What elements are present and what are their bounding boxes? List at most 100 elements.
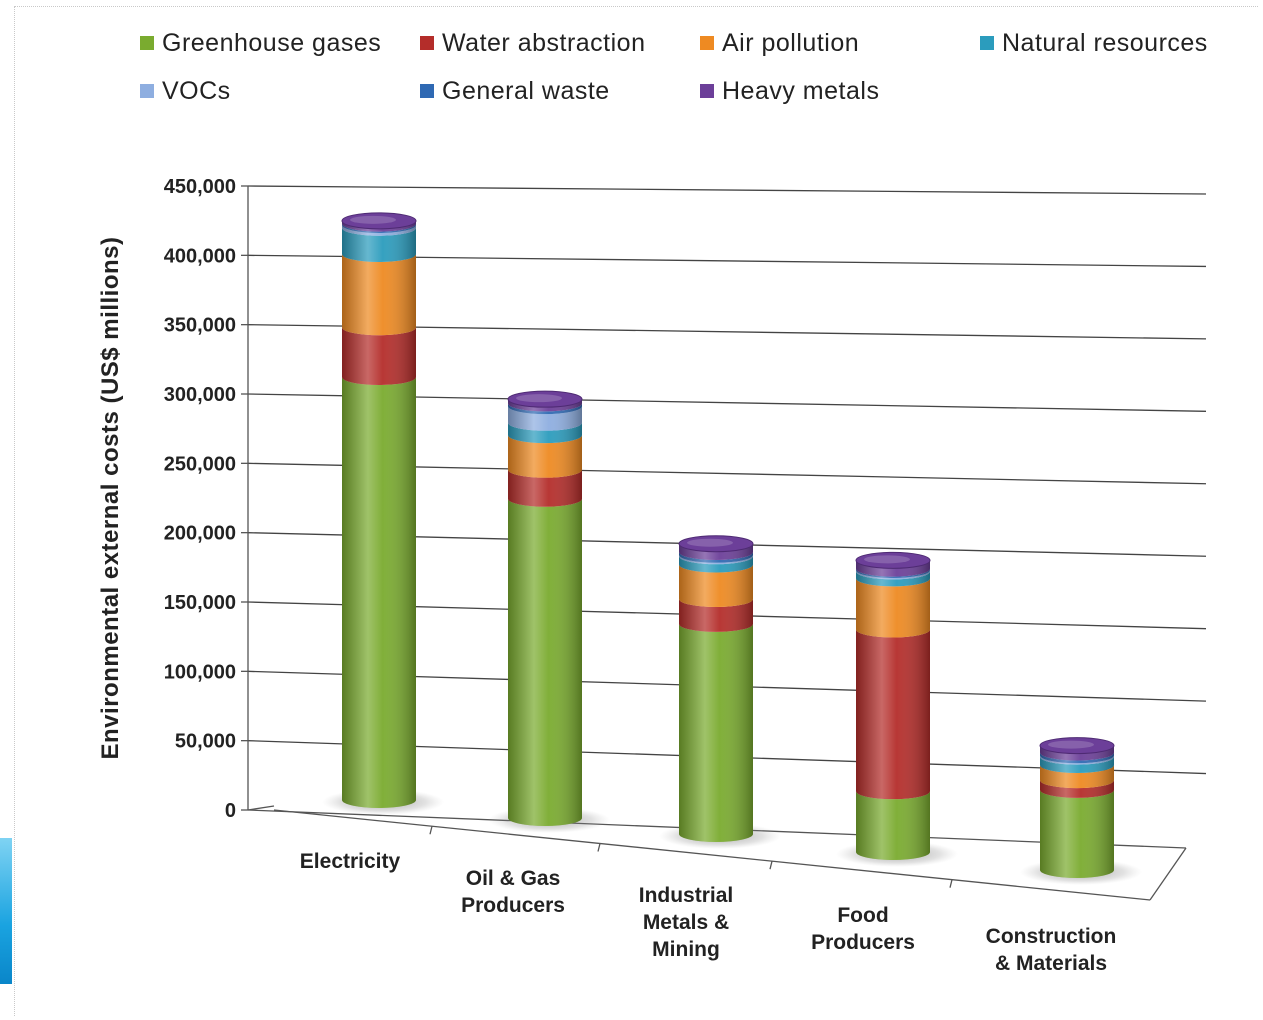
segment-shading <box>856 578 930 638</box>
bar-top-highlight <box>1048 740 1094 749</box>
legend-swatch <box>420 84 434 98</box>
segment-shading <box>1040 755 1114 765</box>
legend-label: Greenhouse gases <box>162 28 382 57</box>
x-tick-mark <box>769 861 773 870</box>
legend-item-greenhouse-gases: Greenhouse gases <box>140 26 420 60</box>
legend-swatch <box>420 36 434 50</box>
bar-top-highlight <box>864 555 910 564</box>
segment-shading <box>508 406 582 431</box>
x-category-label-line: Oil & Gas <box>466 867 561 890</box>
x-category-label: Construction & Materials <box>986 925 1117 975</box>
legend-swatch <box>140 36 154 50</box>
y-tick-label: 450,000 <box>164 176 236 198</box>
y-tick-label: 100,000 <box>164 661 236 683</box>
floor-right-edge <box>1149 847 1187 901</box>
segment-shading <box>679 552 753 563</box>
segment-shading <box>679 554 753 565</box>
bar-top-cap <box>1039 737 1115 755</box>
segment-shading <box>679 564 753 608</box>
x-category-label-line: Producers <box>461 894 565 917</box>
side-accent-bar <box>0 838 12 984</box>
segment-shading <box>342 254 416 336</box>
x-tick-mark <box>429 826 433 835</box>
legend-item-heavy-metals: Heavy metals <box>700 74 980 108</box>
x-category-label-line: Electricity <box>300 850 401 873</box>
x-category-labels: Electricity Oil & Gas Producers Industrial M… <box>300 850 1117 975</box>
legend-label: Heavy metals <box>722 76 880 105</box>
segment-shading <box>1040 756 1114 773</box>
segment-shading <box>1040 752 1114 764</box>
segment-shading <box>856 791 930 860</box>
bar-industrial-metals-mining <box>659 535 781 849</box>
legend-swatch <box>700 84 714 98</box>
legend-swatch <box>700 36 714 50</box>
y-tick-label: 150,000 <box>164 592 236 614</box>
x-tick-mark <box>949 879 953 888</box>
segment-shading <box>1040 789 1114 878</box>
bars <box>322 212 1142 885</box>
y-tick-label: 400,000 <box>164 245 236 267</box>
segment-shading <box>342 220 416 232</box>
x-tick-mark <box>597 843 601 852</box>
legend-item-natural-resources: Natural resources <box>980 26 1250 60</box>
chart-legend: Greenhouse gases Water abstraction Air pol… <box>140 26 1250 108</box>
bar-construction-materials <box>1020 737 1142 885</box>
bar-oil-gas-producers <box>488 390 610 833</box>
segment-shading <box>508 469 582 507</box>
x-category-label: Electricity <box>300 850 401 873</box>
segment-shading <box>679 623 753 842</box>
y-tick-label: 50,000 <box>175 731 236 753</box>
bar-food-producers <box>836 551 958 867</box>
y-tick-label: 350,000 <box>164 315 236 337</box>
segment-shading <box>342 327 416 386</box>
floor-front-edge <box>273 809 1151 901</box>
x-category-label: Oil & Gas Producers <box>461 867 565 917</box>
bar-electricity <box>322 212 444 815</box>
x-category-label: Industrial Metals & Mining <box>639 884 734 961</box>
legend-label: Water abstraction <box>442 28 646 57</box>
segment-shading <box>679 556 753 573</box>
bar-top-highlight <box>687 538 733 547</box>
segment-shading <box>856 570 930 580</box>
legend-item-vocs: VOCs <box>140 74 420 108</box>
segment-shading <box>1040 780 1114 798</box>
legend-swatch <box>140 84 154 98</box>
segment-shading <box>508 498 582 826</box>
segment-shading <box>508 403 582 415</box>
bar-top-cap <box>678 535 754 553</box>
segment-shading <box>508 399 582 412</box>
y-tick-label: 0 <box>225 800 236 822</box>
segment-shading <box>679 599 753 632</box>
segment-shading <box>342 227 416 263</box>
segment-shading <box>856 629 930 800</box>
segment-shading <box>342 377 416 808</box>
x-category-label-line: Producers <box>811 931 915 954</box>
floor-left-edge <box>247 805 275 811</box>
legend-item-air-pollution: Air pollution <box>700 26 980 60</box>
bar-top-highlight <box>350 215 396 224</box>
segment-shading <box>856 568 930 579</box>
gridline <box>247 185 1207 195</box>
segment-shading <box>1040 745 1114 761</box>
legend-label: Air pollution <box>722 28 860 57</box>
x-category-label-line: Metals & <box>643 911 729 934</box>
segment-shading <box>508 422 582 444</box>
legend-swatch <box>980 36 994 50</box>
y-tick-label: 300,000 <box>164 384 236 406</box>
x-category-label-line: Mining <box>652 938 720 961</box>
legend-label: General waste <box>442 76 610 105</box>
x-category-label-line: Industrial <box>639 884 734 907</box>
x-category-label-line: Construction <box>986 925 1117 948</box>
y-tick-label: 200,000 <box>164 523 236 545</box>
bar-top-highlight <box>516 394 562 403</box>
segment-shading <box>508 435 582 478</box>
x-category-label-line: & Materials <box>995 952 1107 975</box>
legend-label: Natural resources <box>1002 28 1208 57</box>
bar-top-cap <box>507 390 583 408</box>
legend-item-water-abstraction: Water abstraction <box>420 26 700 60</box>
segment-shading <box>1040 764 1114 789</box>
y-tick-labels: 0 50,000 100,000 150,000 200,000 250,000 300,0… <box>164 176 236 822</box>
bar-top-cap <box>341 212 417 230</box>
x-category-label-line: Food <box>837 904 888 927</box>
